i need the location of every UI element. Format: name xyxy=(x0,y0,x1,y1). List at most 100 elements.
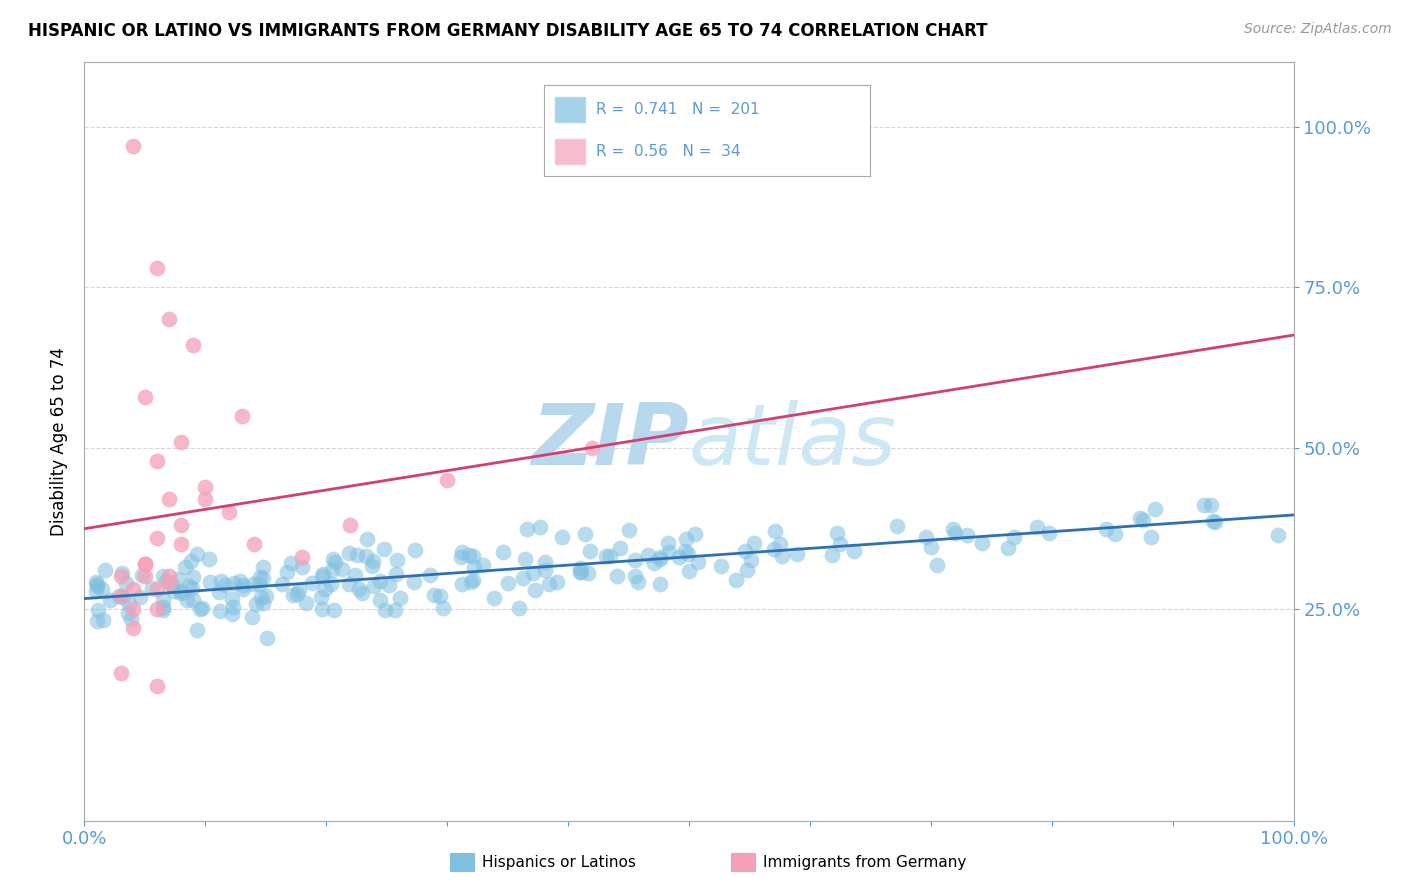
Point xyxy=(110,569,132,583)
Point xyxy=(118,597,141,611)
Point xyxy=(312,566,335,581)
Point xyxy=(450,577,472,591)
Point xyxy=(152,600,174,615)
Point xyxy=(221,607,243,621)
Point xyxy=(322,603,344,617)
Point xyxy=(155,574,177,588)
Point xyxy=(491,545,513,559)
Point xyxy=(1204,516,1226,530)
Point xyxy=(110,665,132,680)
Point xyxy=(643,556,665,570)
Point xyxy=(321,564,343,578)
Point xyxy=(513,552,536,566)
Point xyxy=(322,552,344,566)
Point xyxy=(252,559,274,574)
Point xyxy=(385,566,408,581)
Point xyxy=(337,577,360,591)
Point xyxy=(1038,525,1060,540)
Text: atlas: atlas xyxy=(689,400,897,483)
Point xyxy=(886,518,908,533)
Point xyxy=(568,560,591,574)
Point xyxy=(595,549,617,564)
Point xyxy=(450,550,472,565)
Point xyxy=(91,613,114,627)
Point xyxy=(569,565,592,579)
Point xyxy=(240,610,263,624)
Point xyxy=(606,569,628,583)
Point xyxy=(786,547,808,561)
Point xyxy=(188,602,211,616)
Point xyxy=(276,565,298,579)
Point xyxy=(637,548,659,562)
Point xyxy=(301,576,323,591)
Point xyxy=(402,574,425,589)
Point xyxy=(942,522,965,536)
Point xyxy=(208,585,231,599)
Point xyxy=(86,577,108,591)
Point xyxy=(827,526,849,541)
Point xyxy=(551,530,574,544)
Point xyxy=(676,547,699,561)
Point xyxy=(86,574,108,589)
Point xyxy=(920,540,942,554)
Point xyxy=(346,548,368,562)
Point xyxy=(1139,530,1161,544)
Point xyxy=(569,566,592,580)
Point xyxy=(460,575,482,590)
Point xyxy=(314,582,336,597)
Point xyxy=(231,409,253,423)
Point xyxy=(830,537,852,551)
Point xyxy=(214,578,236,592)
Point xyxy=(194,479,217,493)
Point xyxy=(377,578,399,592)
Point xyxy=(1104,527,1126,541)
Point xyxy=(354,549,377,563)
Point xyxy=(323,555,346,569)
Point xyxy=(1202,515,1225,529)
Point xyxy=(98,592,121,607)
Point xyxy=(209,574,232,588)
Point xyxy=(522,566,544,580)
Point xyxy=(319,577,342,591)
Point xyxy=(574,527,596,541)
Point xyxy=(245,597,267,611)
Point xyxy=(1192,499,1215,513)
Point xyxy=(344,568,367,582)
Point xyxy=(1199,498,1222,512)
Point xyxy=(1132,513,1154,527)
Point xyxy=(221,599,243,614)
Point xyxy=(339,546,361,560)
Point xyxy=(181,338,204,352)
Point xyxy=(170,583,193,598)
Point xyxy=(384,603,406,617)
Point xyxy=(658,545,681,559)
Point xyxy=(110,589,132,603)
Point xyxy=(86,614,108,628)
Text: Hispanics or Latinos: Hispanics or Latinos xyxy=(482,855,636,870)
Point xyxy=(252,571,274,585)
Point xyxy=(134,557,156,571)
Point xyxy=(194,492,217,507)
Point xyxy=(576,566,599,580)
Point xyxy=(186,547,208,561)
Point xyxy=(170,518,193,533)
Point xyxy=(668,550,690,565)
Point xyxy=(619,524,641,538)
Y-axis label: Disability Age 65 to 74: Disability Age 65 to 74 xyxy=(49,347,67,536)
Point xyxy=(152,568,174,582)
Point xyxy=(356,532,378,546)
Point xyxy=(1025,520,1047,534)
Point xyxy=(229,574,252,588)
Point xyxy=(347,582,370,596)
Point xyxy=(472,558,495,572)
Point xyxy=(627,574,650,589)
Point xyxy=(997,541,1019,556)
Text: HISPANIC OR LATINO VS IMMIGRANTS FROM GERMANY DISABILITY AGE 65 TO 74 CORRELATIO: HISPANIC OR LATINO VS IMMIGRANTS FROM GE… xyxy=(28,22,987,40)
Point xyxy=(363,554,385,568)
Point xyxy=(131,567,153,582)
Point xyxy=(121,601,143,615)
Point xyxy=(735,563,758,577)
Text: Source: ZipAtlas.com: Source: ZipAtlas.com xyxy=(1244,22,1392,37)
Point xyxy=(821,548,844,562)
Point xyxy=(842,544,865,558)
